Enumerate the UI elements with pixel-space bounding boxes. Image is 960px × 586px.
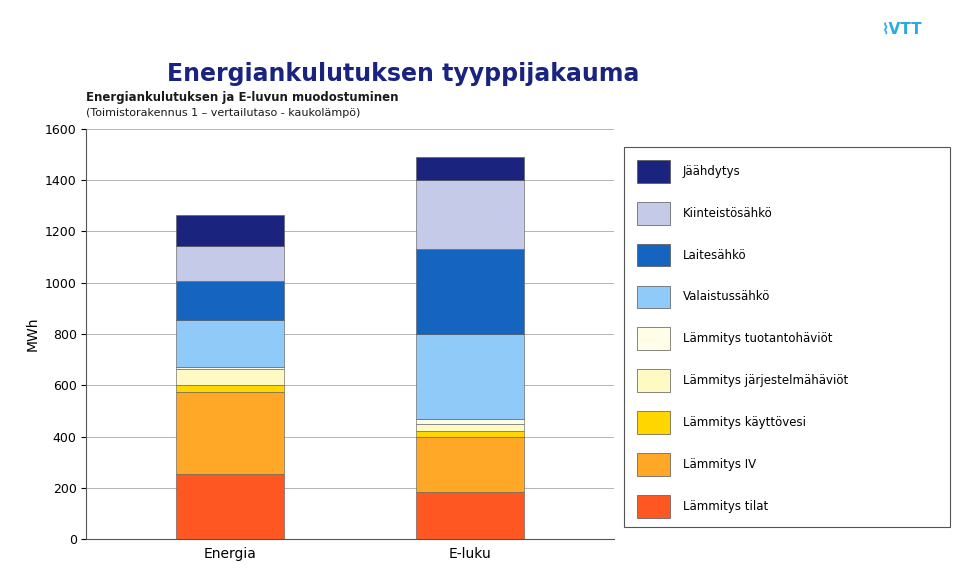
Bar (417, 418, 524, 424)
Bar (177, 473, 284, 539)
FancyBboxPatch shape (637, 328, 670, 350)
Text: 8: 8 (811, 18, 819, 29)
FancyBboxPatch shape (637, 411, 670, 434)
Bar (417, 437, 524, 492)
Bar (177, 367, 284, 369)
Text: 14/11/2012: 14/11/2012 (725, 18, 784, 29)
Text: Kiinteistösähkö: Kiinteistösähkö (683, 207, 773, 220)
Bar (417, 334, 524, 418)
Text: Lämmitys tuotantohäviöt: Lämmitys tuotantohäviöt (683, 332, 832, 345)
Bar (177, 281, 284, 320)
Text: Lämmitys käyttövesi: Lämmitys käyttövesi (683, 416, 805, 429)
Bar (177, 246, 284, 281)
Bar (177, 320, 284, 367)
FancyBboxPatch shape (637, 285, 670, 308)
Text: Energiankulutuksen ja E-luvun muodostuminen: Energiankulutuksen ja E-luvun muodostumi… (86, 91, 399, 104)
Text: Jäähdytys: Jäähdytys (683, 165, 740, 178)
Text: Lämmitys järjestelmähäviöt: Lämmitys järjestelmähäviöt (683, 374, 848, 387)
FancyBboxPatch shape (637, 369, 670, 392)
Bar (417, 424, 524, 431)
Bar (177, 215, 284, 246)
Text: (Toimistorakennus 1 – vertailutaso - kaukolämpö): (Toimistorakennus 1 – vertailutaso - kau… (86, 108, 361, 118)
Bar (177, 386, 284, 391)
FancyBboxPatch shape (637, 453, 670, 476)
Text: VTT TECHNICAL RESEARCH CENTRE OF FINLAND: VTT TECHNICAL RESEARCH CENTRE OF FINLAND (14, 18, 297, 29)
FancyBboxPatch shape (637, 495, 670, 518)
FancyBboxPatch shape (637, 244, 670, 267)
Bar (417, 431, 524, 437)
Bar (417, 492, 524, 539)
Bar (417, 180, 524, 250)
Text: Lämmitys tilat: Lämmitys tilat (683, 500, 768, 513)
Text: Energiankulutuksen tyyppijakauma: Energiankulutuksen tyyppijakauma (167, 62, 639, 86)
FancyBboxPatch shape (637, 160, 670, 183)
FancyBboxPatch shape (637, 202, 670, 224)
Text: Valaistussähkö: Valaistussähkö (683, 291, 770, 304)
Bar (417, 157, 524, 180)
Bar (177, 391, 284, 473)
Y-axis label: MWh: MWh (25, 317, 39, 351)
Text: ⌇VTT: ⌇VTT (882, 22, 923, 37)
FancyBboxPatch shape (624, 146, 950, 527)
Text: Lämmitys IV: Lämmitys IV (683, 458, 756, 471)
Bar (177, 369, 284, 386)
Text: Laitesähkö: Laitesähkö (683, 248, 746, 261)
Bar (417, 250, 524, 334)
